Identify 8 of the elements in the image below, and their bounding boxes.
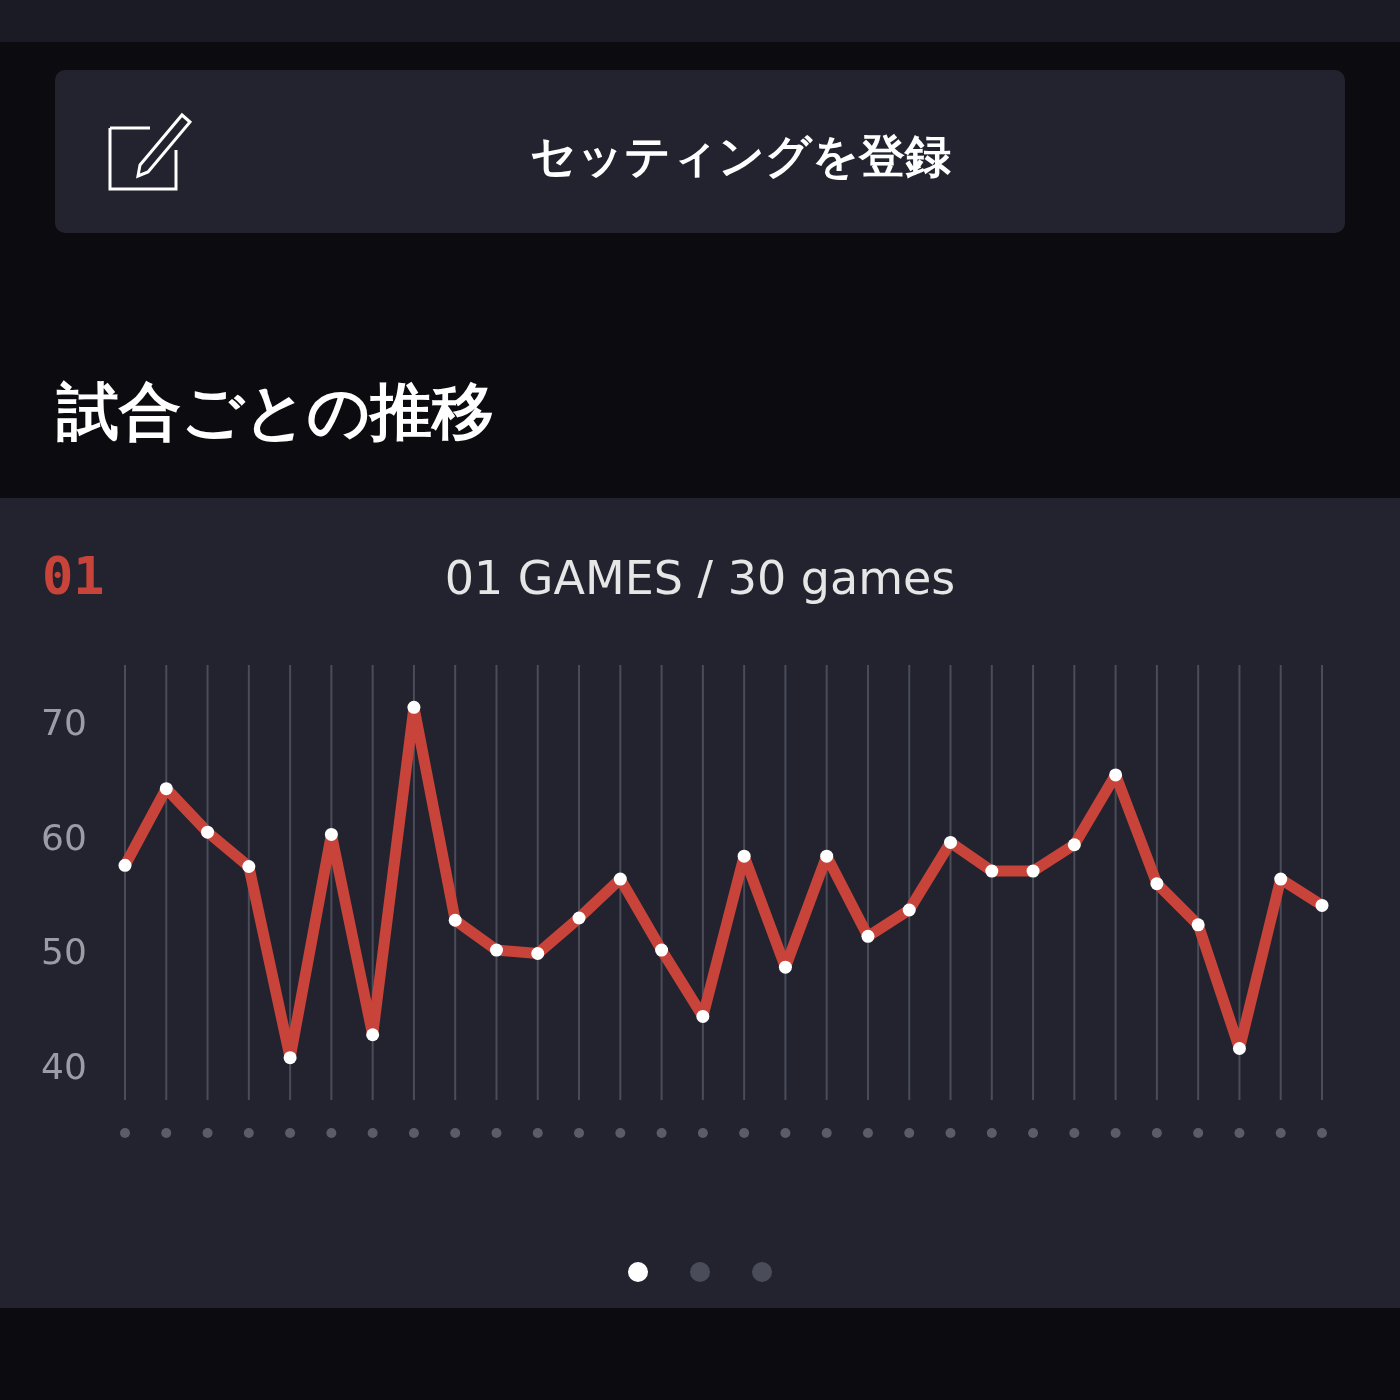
- chart-title: 試合ごとの推移: [56, 375, 494, 448]
- text: 01: [42, 546, 105, 606]
- y-tick-label: 60: [41, 816, 87, 858]
- y-tick-label: 50: [41, 931, 87, 973]
- y-tick-label: 40: [41, 1045, 87, 1087]
- y-tick-label: 70: [41, 702, 87, 744]
- text: セッティングを登録: [529, 129, 951, 183]
- chart-subtitle: 01 GAMES / 30 games: [444, 551, 956, 605]
